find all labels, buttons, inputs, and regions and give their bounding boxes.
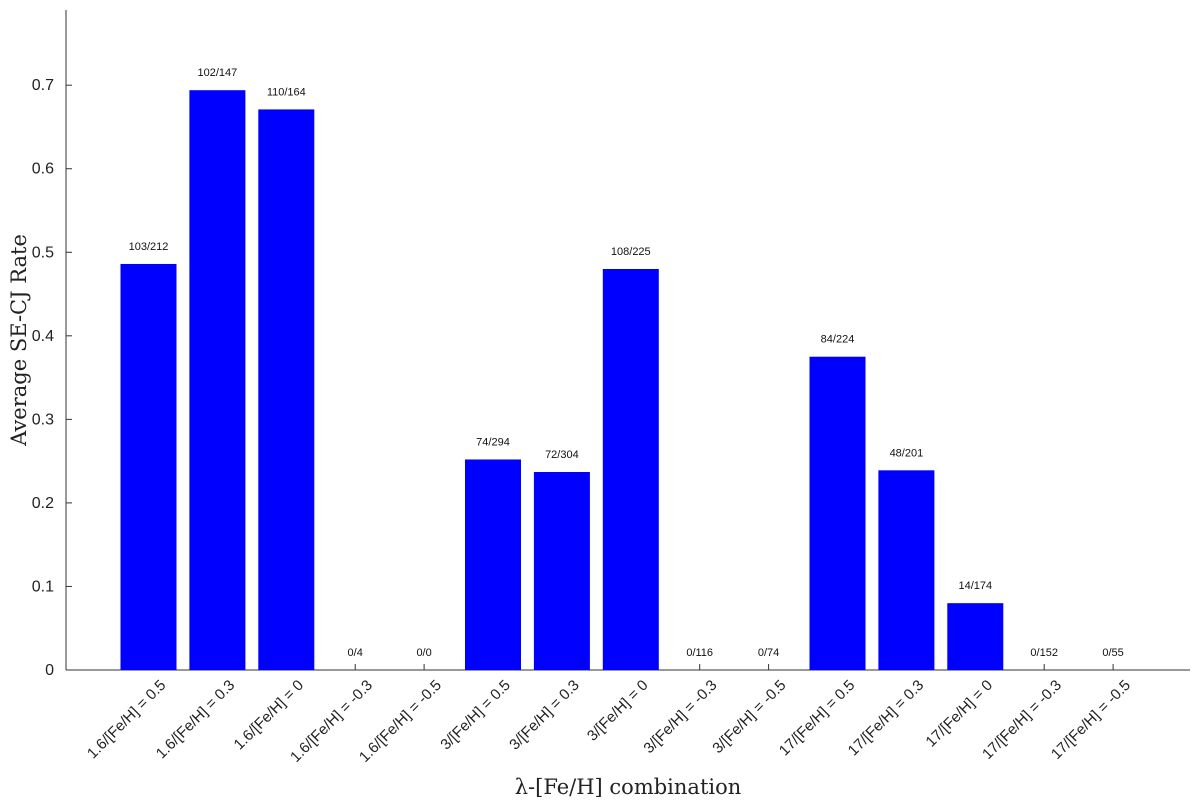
x-tick-label: 3/[Fe/H] = 0 <box>584 677 652 745</box>
bar <box>533 472 590 670</box>
data-label: 74/294 <box>476 436 510 448</box>
y-tick-label: 0.6 <box>32 161 54 178</box>
y-tick-label: 0.4 <box>32 328 54 345</box>
y-tick-label: 0.7 <box>32 77 54 94</box>
bar <box>947 603 1004 670</box>
data-label: 0/74 <box>758 647 779 659</box>
data-label: 0/152 <box>1030 647 1058 659</box>
data-label: 0/4 <box>348 647 363 659</box>
y-tick-labels: 0 0.1 0.2 0.3 0.4 0.5 0.6 0.7 <box>32 77 54 679</box>
y-tick-label: 0.2 <box>32 495 54 512</box>
y-tick-label: 0.1 <box>32 578 54 595</box>
y-tick-label: 0.3 <box>32 411 54 428</box>
data-label: 72/304 <box>545 449 579 461</box>
data-label: 103/212 <box>129 241 169 253</box>
data-label: 102/147 <box>198 67 238 79</box>
y-tick-label: 0 <box>45 662 54 679</box>
bars <box>120 90 1004 671</box>
bar <box>189 90 246 671</box>
bar <box>258 109 315 670</box>
bar <box>878 470 935 670</box>
x-tick-label: 1.6/[Fe/H] = 0 <box>231 677 308 754</box>
bar <box>602 268 659 670</box>
x-axis-title: λ-[Fe/H] combination <box>515 775 742 799</box>
data-label: 48/201 <box>890 447 924 459</box>
y-axis-title: Average SE-CJ Rate <box>7 234 31 447</box>
x-tick-labels: 1.6/[Fe/H] = 0.51.6/[Fe/H] = 0.31.6/[Fe/… <box>84 677 1134 766</box>
x-tick-label: 3/[Fe/H] = 0.3 <box>506 677 583 754</box>
data-label: 0/0 <box>416 647 431 659</box>
data-labels: 103/212 102/147 110/164 0/4 0/0 74/294 72/304 1… <box>129 67 1124 659</box>
x-tick-label: 17/[Fe/H] = 0 <box>922 677 996 751</box>
y-tick-label: 0.5 <box>32 244 54 261</box>
data-label: 110/164 <box>267 86 306 98</box>
data-label: 108/225 <box>611 246 651 258</box>
data-label: 14/174 <box>958 580 992 592</box>
data-label: 0/55 <box>1102 647 1123 659</box>
data-label: 0/116 <box>686 647 713 659</box>
x-tick-label: 3/[Fe/H] = 0.5 <box>437 677 514 754</box>
data-label: 84/224 <box>821 334 855 346</box>
bar <box>809 356 866 670</box>
bar <box>120 263 177 670</box>
bar <box>465 459 521 670</box>
